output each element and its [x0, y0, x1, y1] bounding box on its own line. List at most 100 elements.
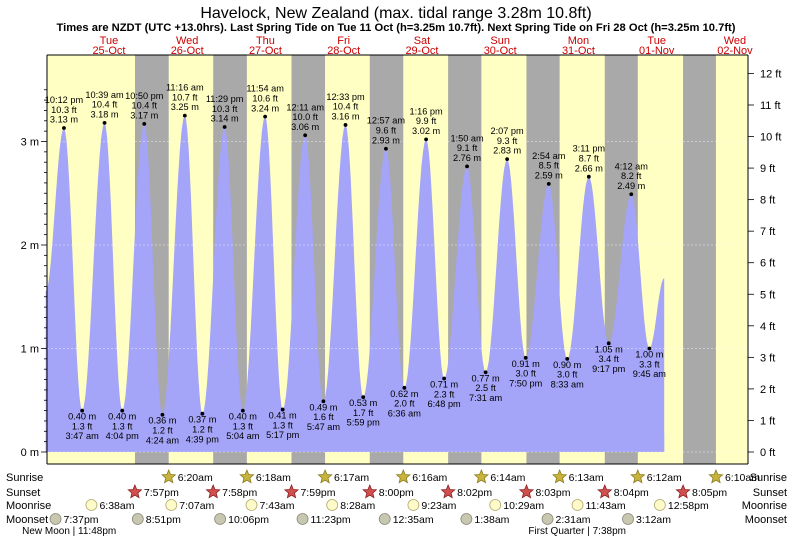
- tide-point: [182, 113, 187, 118]
- high-tide-label: 2:54 am: [532, 151, 566, 161]
- sunset-row-label-right: Sunset: [753, 487, 787, 499]
- moonrise-icon: [326, 499, 339, 511]
- low-tide-label: 0.91 m: [512, 359, 540, 369]
- sunset-time: 7:59pm: [300, 487, 335, 499]
- high-tide-label: 10.7 ft: [172, 92, 198, 102]
- moonrise-time: 11:43am: [586, 500, 626, 512]
- sunset-icon: [205, 483, 221, 499]
- high-tide-label: 8.7 ft: [579, 153, 600, 163]
- y-tick-label-m: 3 m: [21, 137, 39, 149]
- high-tide-label: 2.49 m: [617, 181, 645, 191]
- moonrise-row-label-right: Moonrise: [742, 500, 787, 512]
- tide-point: [321, 399, 326, 404]
- high-tide-label: 3.25 m: [171, 102, 199, 112]
- moonset-icon: [131, 513, 144, 525]
- high-tide-label: 2:07 pm: [491, 126, 525, 136]
- low-tide-label: 1.2 ft: [192, 425, 213, 435]
- moonset-time: 11:23pm: [311, 514, 351, 526]
- moonset-icon: [378, 513, 391, 525]
- high-tide-label: 8.2 ft: [621, 171, 642, 181]
- tide-point: [240, 408, 245, 413]
- sunset-time: 8:04pm: [614, 487, 649, 499]
- moonset-time: 7:37pm: [64, 514, 99, 526]
- high-tide-label: 2.93 m: [372, 135, 400, 145]
- low-tide-label: 0.90 m: [553, 360, 581, 370]
- low-tide-label: 0.40 m: [229, 412, 257, 422]
- sunrise-icon: [317, 468, 333, 484]
- high-tide-label: 10:50 pm: [125, 91, 164, 101]
- tide-point: [120, 408, 125, 413]
- moonrise-icon: [245, 499, 258, 511]
- high-tide-label: 10.4 ft: [333, 102, 359, 112]
- high-tide-label: 11:29 pm: [206, 94, 244, 104]
- sunrise-icon: [161, 468, 177, 484]
- high-tide-label: 12:57 am: [367, 116, 406, 126]
- moonset-icon: [622, 513, 634, 525]
- y-tick-label-ft: 2 ft: [760, 384, 775, 396]
- low-tide-label: 2.5 ft: [475, 383, 496, 393]
- sunset-icon: [362, 483, 378, 499]
- tide-point: [263, 114, 268, 119]
- sunrise-icon: [552, 468, 568, 484]
- day-date: 27-Oct: [249, 45, 282, 57]
- sunset-row-label-left: Sunset: [6, 487, 40, 499]
- high-tide-label: 10.3 ft: [212, 104, 238, 114]
- y-tick-label-m: 0 m: [21, 447, 39, 459]
- day-name: Sun: [490, 35, 510, 47]
- tide-point: [343, 123, 348, 127]
- low-tide-label: 1.3 ft: [112, 421, 133, 431]
- tide-point: [647, 346, 652, 351]
- low-tide-label: 3.0 ft: [516, 369, 537, 379]
- moonset-icon: [460, 513, 473, 525]
- tide-point: [102, 120, 107, 125]
- low-tide-label: 0.77 m: [472, 373, 500, 383]
- day-name: Tue: [647, 35, 666, 47]
- high-tide-label: 9.1 ft: [457, 143, 478, 153]
- tide-point: [606, 341, 611, 346]
- high-tide-label: 3.18 m: [91, 109, 119, 119]
- high-tide-label: 9.6 ft: [376, 126, 397, 136]
- high-tide-label: 8.5 ft: [539, 161, 560, 171]
- sunset-time: 7:57pm: [144, 487, 179, 499]
- y-tick-label-ft: 10 ft: [760, 132, 781, 144]
- moonrise-time: 10:29am: [503, 500, 544, 512]
- day-name: Wed: [176, 35, 198, 47]
- high-tide-label: 12:11 am: [286, 102, 324, 112]
- y-tick-label-ft: 7 ft: [760, 226, 775, 238]
- tide-point: [483, 370, 488, 375]
- high-tide-label: 3.17 m: [130, 111, 158, 121]
- sunrise-time: 6:20am: [178, 472, 213, 484]
- low-tide-label: 8:33 am: [551, 379, 585, 389]
- y-tick-label-ft: 4 ft: [760, 321, 775, 333]
- moonrise-icon: [489, 499, 502, 511]
- high-tide-label: 2.59 m: [535, 171, 563, 181]
- day-name: Wed: [724, 35, 746, 47]
- low-tide-label: 1.7 ft: [353, 408, 374, 418]
- low-tide-label: 0.49 m: [309, 402, 337, 412]
- sunrise-row-label-left: Sunrise: [6, 472, 43, 484]
- moonrise-time: 7:07am: [179, 500, 214, 512]
- sunrise-time: 6:10am: [725, 472, 760, 484]
- high-tide-label: 11:16 am: [166, 83, 204, 93]
- low-tide-label: 0.40 m: [108, 412, 136, 422]
- low-tide-label: 9:17 pm: [592, 364, 626, 374]
- tide-base: [45, 433, 665, 452]
- low-tide-label: 0.53 m: [349, 398, 377, 408]
- low-tide-label: 0.36 m: [148, 416, 176, 426]
- moonset-icon: [296, 513, 309, 525]
- low-tide-label: 7:50 pm: [509, 378, 543, 388]
- tide-point: [629, 192, 634, 197]
- moonrise-time: 7:43am: [259, 500, 294, 512]
- high-tide-label: 12:33 pm: [326, 92, 365, 102]
- moonrise-icon: [165, 499, 178, 511]
- low-tide-label: 1.3 ft: [233, 421, 254, 431]
- low-tide-label: 1.3 ft: [72, 421, 93, 431]
- moonrise-icon: [653, 499, 666, 511]
- moonrise-icon: [571, 499, 584, 511]
- low-tide-label: 6:48 pm: [428, 399, 462, 409]
- moon-phase-label: First Quarter | 7:38pm: [528, 526, 626, 537]
- high-tide-label: 3.06 m: [291, 122, 319, 132]
- sunrise-time: 6:12am: [647, 472, 682, 484]
